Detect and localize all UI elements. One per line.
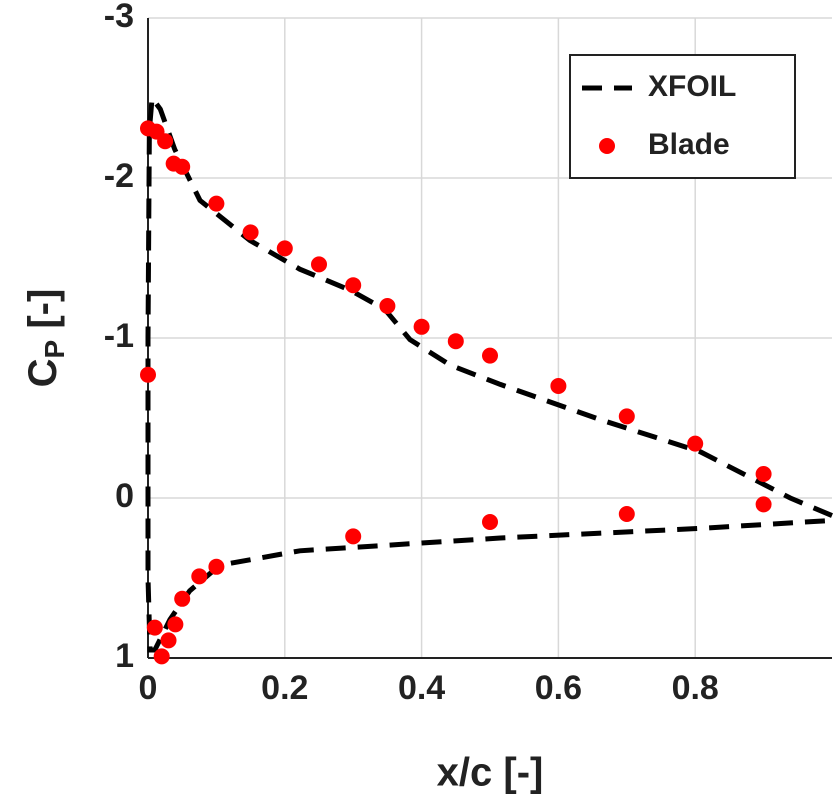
data-point: [157, 133, 174, 150]
data-point: [345, 528, 362, 545]
x-axis-label: x/c [-]: [437, 751, 544, 795]
legend-marker: [599, 138, 615, 154]
data-point: [482, 514, 498, 530]
x-tick-label: 0.4: [398, 669, 445, 707]
y-axis-label: CP [-]: [21, 289, 71, 388]
data-point: [618, 506, 635, 522]
data-point: [208, 195, 225, 212]
data-point: [140, 366, 156, 383]
y-tick-label: -2: [104, 157, 134, 195]
data-point: [447, 333, 464, 350]
x-tick-label: 0.2: [261, 669, 308, 707]
data-point: [174, 158, 191, 175]
y-label-sub: P: [39, 340, 70, 359]
legend-box: [569, 54, 796, 179]
y-label-main: C: [21, 358, 65, 387]
data-point: [160, 632, 177, 649]
y-tick-label: -1: [104, 317, 134, 355]
data-point: [413, 318, 430, 335]
data-point: [167, 616, 184, 633]
data-point: [755, 466, 772, 482]
data-point: [146, 619, 163, 636]
data-point: [311, 256, 327, 273]
data-point: [618, 408, 635, 425]
y-tick-label: 0: [115, 477, 134, 515]
data-point: [687, 435, 704, 452]
legend-label: Blade: [648, 128, 730, 161]
x-tick-label: 0.8: [672, 669, 719, 707]
data-point: [153, 648, 170, 665]
data-point: [174, 590, 191, 607]
data-point: [482, 347, 498, 364]
xfoil-line: [145, 91, 833, 653]
legend-label: XFOIL: [648, 70, 736, 103]
data-point: [276, 240, 293, 257]
data-point: [191, 568, 208, 585]
y-tick-label: 1: [115, 637, 134, 675]
data-point: [345, 277, 362, 294]
x-tick-label: 0: [139, 669, 158, 707]
x-tick-label: 0.6: [535, 669, 582, 707]
data-point: [242, 224, 259, 241]
data-point: [550, 378, 567, 394]
data-point: [755, 496, 772, 513]
data-point: [379, 298, 396, 314]
data-point: [208, 558, 225, 575]
y-label-rest: [-]: [21, 289, 65, 340]
y-tick-label: -3: [104, 0, 134, 35]
